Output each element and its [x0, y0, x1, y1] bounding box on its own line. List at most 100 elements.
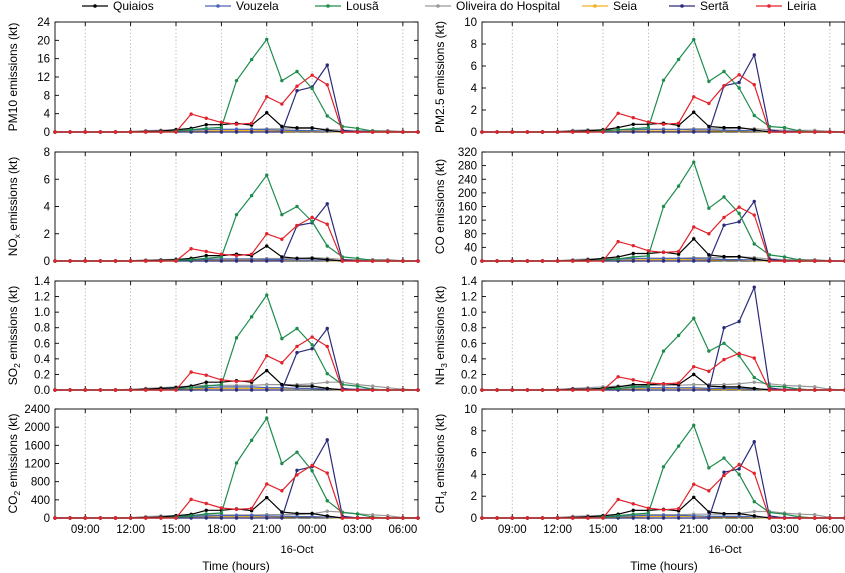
data-point — [325, 509, 329, 513]
data-point — [540, 130, 545, 134]
data-point — [325, 499, 329, 503]
data-point — [752, 356, 756, 360]
data-point — [631, 122, 635, 127]
data-point — [310, 126, 314, 130]
data-point — [813, 130, 817, 134]
data-point — [219, 130, 224, 134]
series-leiria — [480, 73, 845, 134]
data-point — [737, 462, 741, 467]
data-point — [295, 84, 299, 88]
data-point — [722, 128, 726, 133]
data-point — [83, 388, 87, 392]
data-point — [355, 512, 360, 516]
data-point — [782, 130, 787, 134]
data-point — [646, 384, 651, 388]
data-point — [631, 255, 635, 259]
data-point — [280, 212, 284, 217]
series-leiria — [53, 73, 420, 134]
data-point — [189, 388, 193, 392]
data-point — [631, 388, 635, 392]
data-point — [189, 385, 193, 390]
series-lousã — [480, 316, 845, 392]
data-point — [234, 212, 239, 217]
data-point — [310, 128, 314, 133]
data-point — [280, 382, 284, 387]
y-tick-label: 80 — [464, 229, 477, 241]
chart-panel: 0 400 800 1200 1600 2000 2400 09:00 12:00 15:00 18… — [6, 404, 420, 536]
data-point — [737, 211, 741, 216]
data-point — [722, 473, 726, 478]
legend-item: Leiria — [756, 0, 817, 13]
data-point — [555, 130, 560, 134]
data-point — [525, 388, 530, 392]
data-point — [234, 130, 239, 134]
data-point — [737, 382, 741, 386]
data-point — [310, 469, 314, 473]
data-point — [767, 388, 772, 392]
data-point — [68, 130, 72, 134]
data-point — [113, 259, 118, 263]
data-point — [646, 249, 651, 253]
data-point — [661, 516, 666, 520]
series-line — [482, 424, 845, 519]
y-axis-label: CO2 emissions (kt) — [6, 413, 22, 513]
series-leiria — [480, 462, 845, 520]
series-sertã — [480, 285, 845, 392]
data-point — [722, 341, 726, 345]
data-point — [692, 259, 696, 263]
data-point — [265, 388, 269, 392]
data-point — [204, 259, 208, 263]
data-point — [113, 130, 118, 134]
data-point — [631, 516, 635, 520]
legend-label: Seia — [613, 0, 637, 13]
data-point — [310, 347, 314, 351]
data-point — [722, 382, 726, 387]
data-point — [782, 516, 787, 520]
series-line — [482, 441, 845, 519]
data-point — [813, 513, 817, 517]
data-point — [113, 388, 118, 392]
data-point — [707, 101, 711, 106]
data-point — [676, 57, 681, 62]
data-point — [752, 199, 756, 204]
data-point — [219, 516, 224, 520]
data-point — [722, 223, 726, 227]
data-point — [325, 244, 329, 248]
data-point — [661, 204, 666, 209]
data-point — [265, 130, 269, 134]
data-point — [767, 253, 772, 257]
data-point — [310, 219, 314, 224]
plot-frame — [54, 280, 419, 391]
chart-panel: 0.0 0.2 0.4 0.6 0.8 1.0 1.2 1.4 NH3 emissions (k… — [433, 276, 845, 397]
data-point — [386, 516, 390, 520]
data-point — [219, 255, 224, 259]
data-point — [586, 259, 590, 263]
data-point — [295, 350, 299, 355]
y-tick-label: 0.2 — [461, 369, 477, 381]
data-point — [737, 128, 741, 133]
legend-label: Quiaios — [113, 0, 154, 13]
data-point — [692, 385, 696, 390]
data-point — [676, 130, 681, 134]
data-point — [676, 256, 681, 260]
legend-item: Oliveira do Hospital — [425, 0, 560, 13]
data-point — [631, 382, 635, 387]
y-tick-label: 0 — [44, 127, 50, 139]
y-tick-label: 160 — [458, 202, 477, 214]
data-point — [280, 461, 284, 466]
data-point — [676, 259, 681, 263]
legend-label: Oliveira do Hospital — [456, 0, 560, 13]
data-point — [797, 259, 802, 263]
data-point — [249, 121, 254, 125]
data-point — [401, 130, 405, 134]
data-point — [68, 259, 72, 263]
data-point — [280, 388, 284, 392]
data-point — [265, 173, 269, 177]
data-point — [355, 516, 360, 520]
data-point — [265, 495, 269, 500]
data-point — [325, 514, 329, 518]
data-point — [495, 388, 499, 392]
data-point — [249, 130, 254, 134]
x-tick-label: 15:00 — [162, 524, 191, 536]
